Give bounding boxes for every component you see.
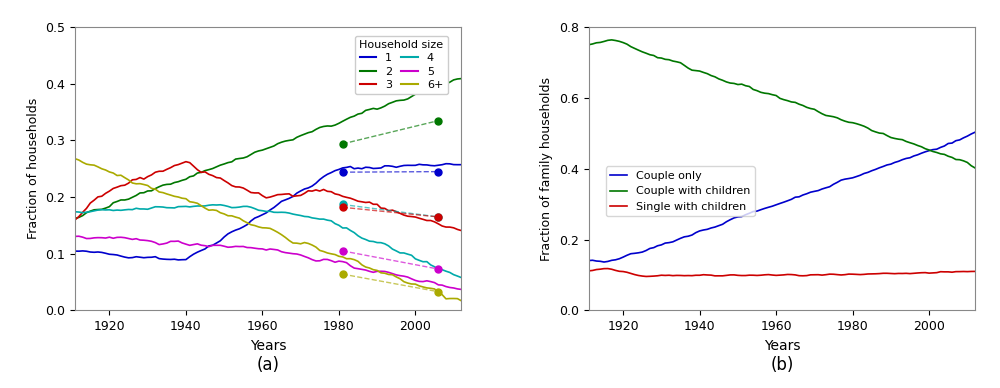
Line: 4: 4 [75,205,461,277]
Couple with children [659,57,671,62]
Couple with children [671,59,683,64]
6+ [455,298,467,303]
Legend: Couple only, Couple with children, Single with children: Couple only, Couple with children, Singl… [606,166,755,217]
3 [249,191,261,195]
4 [375,240,387,245]
Couple with children [969,166,981,170]
4 [69,210,81,214]
4 [214,203,226,207]
Couple with children [762,91,774,96]
Y-axis label: Fraction of households: Fraction of households [27,98,40,239]
1 [455,162,467,167]
6+ [153,190,165,194]
Title: (b): (b) [770,356,794,374]
2 [69,216,81,221]
Single with children [766,273,778,277]
Single with children [663,273,675,277]
4 [455,275,467,280]
Couple only [598,260,610,264]
Couple only [583,258,595,263]
5 [455,287,467,292]
Single with children [893,271,905,276]
Single with children [583,268,595,273]
Single with children [640,274,652,279]
Couple only [858,171,870,176]
3 [455,228,467,233]
X-axis label: Years: Years [764,339,800,353]
Single with children [969,269,981,274]
2 [341,117,353,121]
1 [375,166,387,170]
1 [406,163,418,168]
5 [406,277,418,281]
Couple with children [583,42,595,47]
5 [375,269,387,274]
1 [153,256,165,261]
6+ [402,281,414,286]
Couple with children [606,38,618,42]
4 [142,207,154,211]
6+ [69,156,81,161]
Title: (a): (a) [257,356,280,374]
Single with children [862,272,874,276]
Line: Couple with children: Couple with children [589,40,975,168]
Line: 2: 2 [75,79,461,218]
Couple only [969,130,981,135]
3 [153,169,165,173]
Single with children [923,271,935,275]
2 [455,76,467,81]
Couple only [919,149,931,154]
6+ [245,222,257,227]
Couple only [671,238,683,242]
Line: Couple only: Couple only [589,132,975,262]
Line: Single with children: Single with children [589,268,975,277]
3 [406,214,418,219]
Line: 6+: 6+ [75,159,461,301]
Single with children [602,266,614,271]
4 [153,204,165,209]
Line: 1: 1 [75,164,461,260]
3 [344,196,356,201]
1 [440,161,452,166]
Line: 5: 5 [75,236,461,289]
Couple only [762,205,774,210]
1 [344,164,356,169]
Y-axis label: Fraction of family households: Fraction of family households [540,77,553,261]
3 [375,206,387,210]
6+ [371,268,383,273]
X-axis label: Years: Years [250,339,286,353]
2 [142,189,154,193]
1 [172,258,184,262]
4 [249,206,261,211]
2 [153,184,165,189]
6+ [142,183,154,188]
3 [142,174,154,179]
6+ [341,256,353,261]
2 [245,152,257,157]
4 [344,228,356,233]
Couple with children [919,146,931,151]
1 [69,249,81,253]
4 [406,253,418,258]
5 [69,234,81,239]
5 [249,246,261,251]
Couple only [659,241,671,245]
Couple with children [858,124,870,128]
Single with children [675,273,687,278]
3 [180,159,192,164]
5 [344,263,356,268]
Line: 3: 3 [75,162,461,230]
3 [69,218,81,222]
Couple only [889,160,901,165]
5 [157,242,169,246]
1 [249,216,261,220]
Legend: 1, 2, 3, 4, 5, 6+: 1, 2, 3, 4, 5, 6+ [355,36,448,94]
5 [73,234,85,239]
1 [142,255,154,260]
5 [145,239,157,244]
2 [371,107,383,111]
2 [402,97,414,101]
Couple with children [889,136,901,141]
